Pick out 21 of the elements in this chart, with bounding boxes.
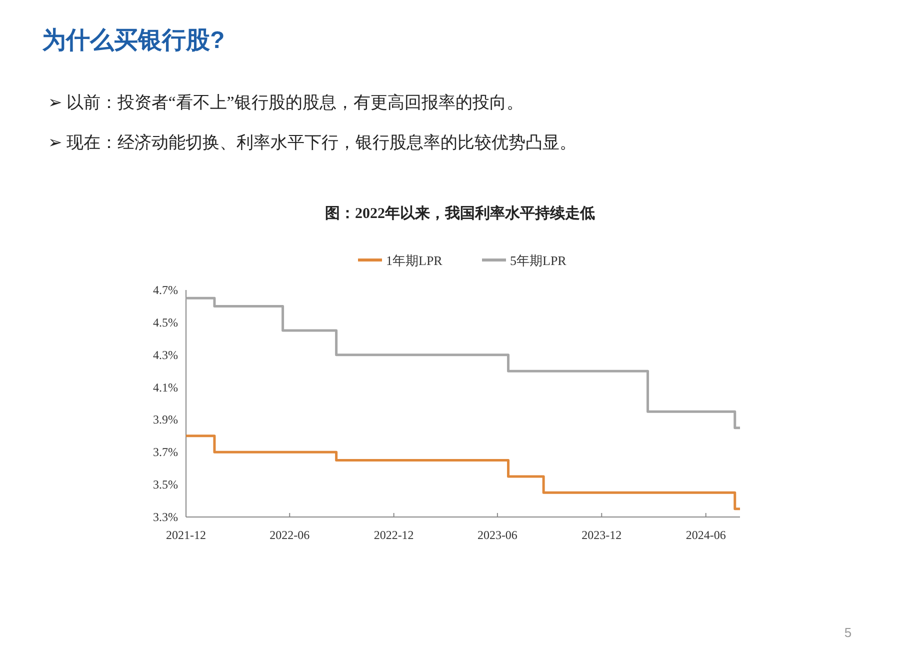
y-tick-label: 3.9% bbox=[153, 412, 178, 427]
x-tick-label: 2024-06 bbox=[686, 528, 726, 542]
x-tick-label: 2022-06 bbox=[270, 528, 310, 542]
y-tick-label: 3.3% bbox=[153, 510, 178, 524]
x-tick-label: 2021-12 bbox=[166, 528, 206, 542]
text: 5 bbox=[844, 625, 852, 640]
chart-subtitle: 图：2022年以来，我国利率水平持续走低 bbox=[325, 204, 595, 222]
y-tick-label: 4.3% bbox=[153, 348, 178, 362]
x-tick-label: 2023-06 bbox=[477, 528, 518, 542]
x-tick-label: 2023-12 bbox=[582, 528, 622, 542]
text: ➢ 现在：经济动能切换、利率水平下行，银行股息率的比较优势凸显。 bbox=[48, 133, 576, 152]
legend-label: 1年期LPR bbox=[386, 253, 443, 268]
legend-label: 5年期LPR bbox=[510, 253, 567, 268]
y-tick-label: 3.5% bbox=[153, 478, 178, 492]
chart-title: 为什么买银行股? bbox=[42, 27, 225, 54]
text: ➢ 以前：投资者“看不上”银行股的股息，有更高回报率的投向。 bbox=[48, 93, 524, 112]
y-tick-label: 4.5% bbox=[153, 315, 178, 330]
x-tick-label: 2022-12 bbox=[374, 528, 414, 542]
y-tick-label: 4.7% bbox=[153, 283, 178, 297]
y-tick-label: 3.7% bbox=[153, 445, 178, 460]
y-tick-label: 4.1% bbox=[153, 380, 178, 394]
